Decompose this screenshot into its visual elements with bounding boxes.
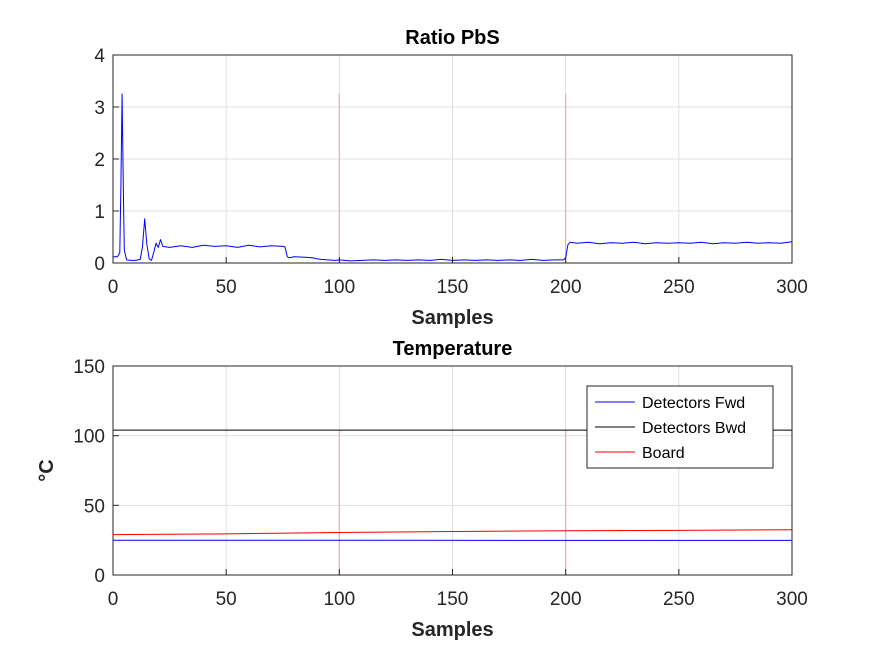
x-tick-label: 300 [776,277,808,298]
x-tick-label: 100 [323,277,355,298]
legend: Detectors Fwd Detectors Bwd Board [587,386,773,468]
x-tick-label: 300 [776,589,808,610]
x-tick-label: 0 [108,589,119,610]
chart-panel-1: 0 50 100 150 200 250 300 0 1 2 3 4 Ratio PbS Samples [94,27,807,329]
legend-entry-label: Detectors Fwd [642,395,745,412]
y-tick-label: 50 [84,496,105,517]
x-tick-label: 50 [216,277,237,298]
y-tick-label: 0 [94,566,105,587]
y-tick-label: 100 [73,427,105,448]
y-tick-label: 4 [94,46,105,67]
chart-title: Temperature [393,338,513,360]
y-axis-label: °C [36,459,58,481]
y-tick-label: 2 [94,150,105,171]
legend-entry-label: Detectors Bwd [642,420,746,437]
legend-entry-label: Board [642,445,685,462]
x-tick-label: 250 [663,277,695,298]
x-tick-label: 150 [437,277,469,298]
chart-title: Ratio PbS [405,27,499,49]
x-tick-label: 250 [663,589,695,610]
x-tick-label: 200 [550,589,582,610]
y-tick-label: 0 [94,254,105,275]
y-tick-label: 3 [94,98,105,119]
x-tick-label: 150 [437,589,469,610]
x-axis-label: Samples [411,307,493,329]
x-tick-label: 200 [550,277,582,298]
y-tick-label: 150 [73,357,105,378]
x-axis-label: Samples [411,619,493,641]
y-tick-label: 1 [94,202,105,223]
x-tick-label: 50 [216,589,237,610]
x-tick-label: 0 [108,277,119,298]
x-tick-label: 100 [323,589,355,610]
chart-panel-2: 0 50 100 150 200 250 300 0 50 100 150 Temperature Sa… [36,338,808,641]
